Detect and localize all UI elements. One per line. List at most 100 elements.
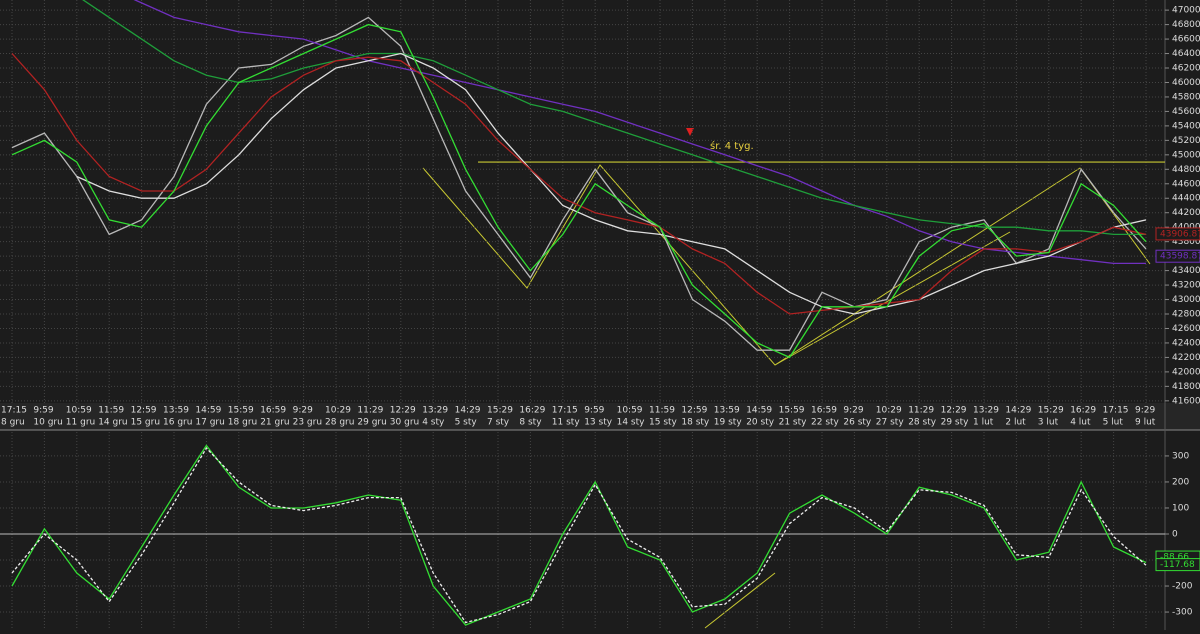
x-date-label: 23 gru xyxy=(293,418,322,428)
x-date-label: 19 sty xyxy=(714,418,743,428)
x-date-label: 21 gru xyxy=(260,418,289,428)
x-date-label: 18 sty xyxy=(681,418,710,428)
x-date-label: 21 sty xyxy=(779,418,808,428)
x-date-label: 4 sty xyxy=(422,418,445,428)
x-tick-label: 13:59 xyxy=(163,406,189,416)
y-tick-label: 44200 xyxy=(1172,208,1200,218)
last-value-label: 43906.87 xyxy=(1160,229,1200,239)
last-value-label: 43598.87 xyxy=(1160,252,1200,262)
x-tick-label: 11:29 xyxy=(908,406,934,416)
y-tick-label: 45000 xyxy=(1172,150,1200,160)
x-tick-label: 14:59 xyxy=(195,406,221,416)
series-line xyxy=(11,16,1147,351)
y-tick-label: 0 xyxy=(1172,529,1178,539)
series-line xyxy=(11,23,1147,359)
x-date-label: 26 sty xyxy=(843,418,872,428)
x-tick-label: 9:29 xyxy=(1135,406,1155,416)
x-tick-label: 13:59 xyxy=(714,406,740,416)
x-date-label: 17 gru xyxy=(195,418,224,428)
x-date-label: 2 lut xyxy=(1005,418,1026,428)
x-date-label: 22 sty xyxy=(811,418,840,428)
x-date-label: 28 sty xyxy=(908,418,937,428)
x-date-label: 14 gru xyxy=(98,418,127,428)
y-tick-label: 42800 xyxy=(1172,310,1200,320)
x-tick-label: 11:59 xyxy=(98,406,124,416)
last-value-box xyxy=(1155,558,1200,572)
y-tick-label: 47000 xyxy=(1172,6,1200,16)
y-tick-label: 42600 xyxy=(1172,324,1200,334)
x-tick-label: 10:29 xyxy=(325,406,351,416)
last-value-label: -88.66 xyxy=(1160,553,1189,563)
time-axis-band xyxy=(0,403,1200,430)
last-value-box xyxy=(1155,249,1200,263)
x-tick-label: 17:15 xyxy=(552,406,578,416)
x-tick-label: 17:15 xyxy=(1,406,27,416)
x-tick-label: 9:29 xyxy=(843,406,863,416)
x-date-label: 13 sty xyxy=(584,418,613,428)
y-tick-label: 41800 xyxy=(1172,382,1200,392)
y-tick-label: -200 xyxy=(1172,582,1193,592)
y-tick-label: 46000 xyxy=(1172,78,1200,88)
y-tick-label: 42000 xyxy=(1172,367,1200,377)
x-tick-label: 12:59 xyxy=(131,406,157,416)
y-tick-label: 45400 xyxy=(1172,121,1200,131)
x-tick-label: 12:29 xyxy=(390,406,416,416)
x-date-label: 15 gru xyxy=(131,418,160,428)
last-value-box xyxy=(1155,227,1200,241)
x-date-label: 9 lut xyxy=(1135,418,1156,428)
x-date-label: 14 sty xyxy=(617,418,646,428)
y-tick-label: 43000 xyxy=(1172,295,1200,305)
series-line xyxy=(133,0,1146,265)
x-tick-label: 10:59 xyxy=(66,406,92,416)
y-tick-label: 42400 xyxy=(1172,338,1200,348)
series-line xyxy=(11,447,1147,624)
y-tick-label: 45600 xyxy=(1172,107,1200,117)
x-tick-label: 15:59 xyxy=(779,406,805,416)
y-tick-label: 43800 xyxy=(1172,237,1200,247)
x-date-label: 15 sty xyxy=(649,418,678,428)
x-tick-label: 10:59 xyxy=(617,406,643,416)
y-tick-label: 42200 xyxy=(1172,353,1200,363)
y-tick-label: -300 xyxy=(1172,608,1193,618)
x-tick-label: 14:29 xyxy=(455,406,481,416)
x-date-label: 11 gru xyxy=(66,418,95,428)
x-date-label: 5 lut xyxy=(1103,418,1124,428)
x-date-label: 5 sty xyxy=(455,418,478,428)
x-tick-label: 15:29 xyxy=(1038,406,1064,416)
x-tick-label: 16:59 xyxy=(260,406,286,416)
y-tick-label: 44600 xyxy=(1172,179,1200,189)
x-tick-label: 14:29 xyxy=(1005,406,1031,416)
y-tick-label: 200 xyxy=(1172,477,1189,487)
x-tick-label: 9:59 xyxy=(584,406,604,416)
x-tick-label: 9:29 xyxy=(293,406,313,416)
y-tick-label: 46800 xyxy=(1172,20,1200,30)
x-date-label: 29 sty xyxy=(941,418,970,428)
x-date-label: 8 sty xyxy=(519,418,542,428)
x-tick-label: 15:29 xyxy=(487,406,513,416)
series-line xyxy=(82,0,1146,236)
x-date-label: 30 gru xyxy=(390,418,419,428)
plot-area xyxy=(11,0,1165,359)
x-date-label: 4 lut xyxy=(1070,418,1091,428)
oscillator-trendline xyxy=(704,572,776,629)
series-line xyxy=(11,444,1147,626)
series-line xyxy=(11,53,1147,315)
x-date-label: 3 lut xyxy=(1038,418,1059,428)
y-tick-label: 44400 xyxy=(1172,194,1200,204)
last-value-label: -117.68 xyxy=(1160,560,1195,570)
y-tick-label: 46600 xyxy=(1172,35,1200,45)
y-tick-label: 46200 xyxy=(1172,64,1200,74)
x-date-label: 10 gru xyxy=(33,418,62,428)
x-date-label: 11 sty xyxy=(552,418,581,428)
x-tick-label: 16:59 xyxy=(811,406,837,416)
y-tick-label: 100 xyxy=(1172,503,1189,513)
x-tick-label: 13:29 xyxy=(422,406,448,416)
y-tick-label: 43400 xyxy=(1172,266,1200,276)
x-tick-label: 10:29 xyxy=(876,406,902,416)
x-tick-label: 11:29 xyxy=(357,406,383,416)
x-tick-label: 17:15 xyxy=(1103,406,1129,416)
y-tick-label: 44800 xyxy=(1172,165,1200,175)
y-tick-label: 300 xyxy=(1172,451,1189,461)
